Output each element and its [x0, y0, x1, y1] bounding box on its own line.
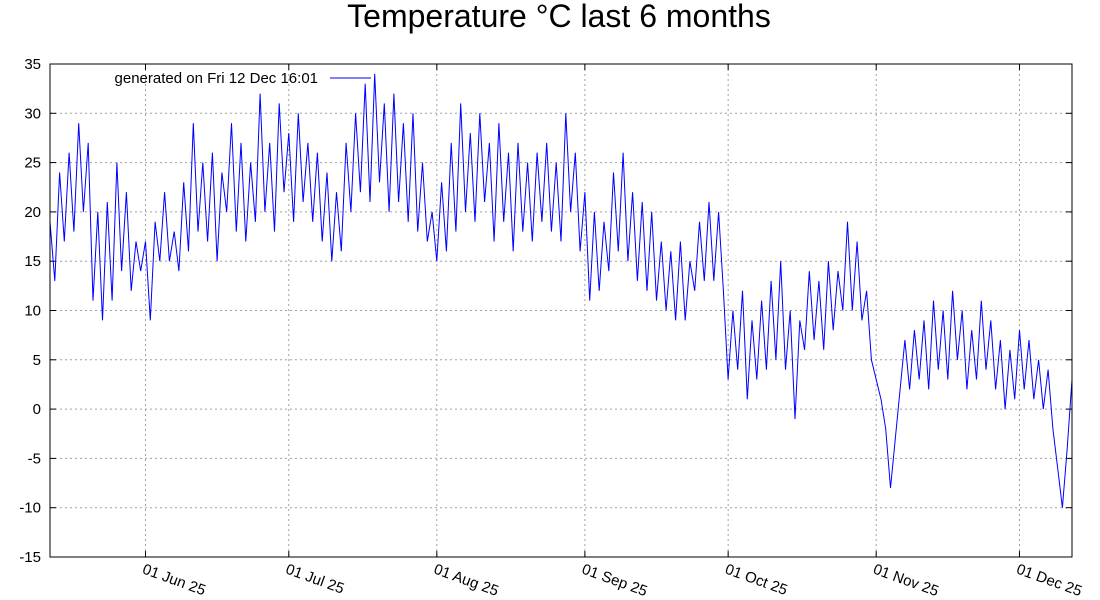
y-tick-label: 10	[24, 303, 41, 320]
temperature-series-line	[49, 73, 1073, 508]
y-tick-label: 25	[24, 155, 41, 172]
x-tick-label: 01 Aug 25	[431, 561, 500, 600]
y-tick-label: 35	[24, 56, 41, 73]
y-tick-label: 5	[33, 352, 41, 369]
x-tick-label: 01 Nov 25	[871, 561, 941, 600]
x-tick-label: 01 Sep 25	[580, 561, 650, 600]
y-tick-label: 30	[24, 105, 41, 122]
chart-title: Temperature °C last 6 months	[347, 0, 771, 34]
x-tick-label: 01 Oct 25	[723, 561, 790, 599]
y-tick-label: -5	[28, 450, 41, 467]
y-tick-label: -15	[19, 549, 41, 566]
x-tick-label: 01 Jul 25	[283, 561, 346, 598]
legend-label: generated on Fri 12 Dec 16:01	[115, 70, 318, 87]
y-tick-label: 15	[24, 253, 41, 270]
y-axis-ticks: -15 -10 -5 0 5 10 15 20 25 30 35	[19, 56, 1072, 566]
y-tick-label: 0	[33, 401, 41, 418]
legend: generated on Fri 12 Dec 16:01	[115, 70, 371, 87]
y-tick-label: 20	[24, 204, 41, 221]
y-tick-label: -10	[19, 500, 41, 517]
plot-frame	[49, 63, 1073, 558]
grid-lines	[50, 64, 1072, 557]
x-tick-label: 01 Jun 25	[140, 561, 208, 600]
x-tick-label: 01 Dec 25	[1014, 561, 1084, 600]
